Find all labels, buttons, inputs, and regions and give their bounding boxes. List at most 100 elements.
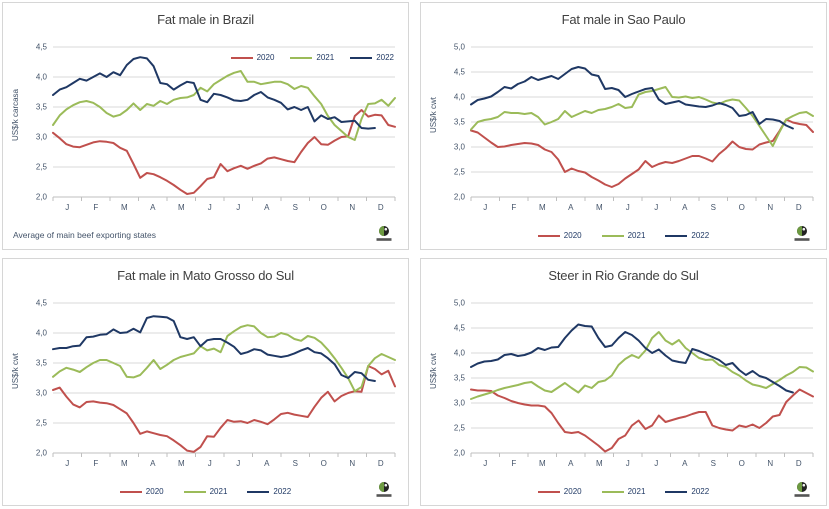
svg-text:J: J xyxy=(626,459,630,468)
legend-item-2022: 2022 xyxy=(247,487,291,496)
org-logo-icon xyxy=(793,481,811,498)
legend: 2020 2021 2022 xyxy=(421,487,826,496)
svg-text:3,0: 3,0 xyxy=(36,133,48,142)
svg-text:A: A xyxy=(150,459,156,468)
legend-line-2022 xyxy=(665,490,688,493)
chart-panel-steer-rio-grande: 2,0 2,5 3,0 3,5 4,0 4,5 5,0 J F M A M J J A S O N D Steer … xyxy=(420,258,827,506)
chart-panel-fat-male-mato-grosso: 2,0 2,5 3,0 3,5 4,0 4,5 J F M A M J J A S O N D Fat male … xyxy=(2,258,409,506)
svg-text:N: N xyxy=(767,459,773,468)
svg-text:S: S xyxy=(293,459,298,468)
svg-text:4,0: 4,0 xyxy=(454,93,466,102)
svg-text:J: J xyxy=(483,459,487,468)
svg-text:O: O xyxy=(739,203,745,212)
svg-text:M: M xyxy=(596,459,603,468)
svg-text:4,0: 4,0 xyxy=(36,329,48,338)
legend-item-2022: 2022 xyxy=(350,53,394,62)
svg-text:4,0: 4,0 xyxy=(454,349,466,358)
svg-text:3,5: 3,5 xyxy=(36,359,48,368)
org-logo-icon xyxy=(375,225,393,242)
legend-label: 2021 xyxy=(627,487,646,496)
svg-text:A: A xyxy=(568,203,574,212)
legend-line-2020 xyxy=(537,234,560,237)
legend-line-2022 xyxy=(350,56,373,59)
y-axis-title: US$/k cwt xyxy=(429,353,438,390)
svg-text:N: N xyxy=(349,203,355,212)
legend-label: 2021 xyxy=(209,487,228,496)
legend-line-2020 xyxy=(230,56,253,59)
svg-text:J: J xyxy=(483,203,487,212)
legend-label: 2021 xyxy=(627,231,646,240)
svg-text:J: J xyxy=(208,459,212,468)
svg-text:N: N xyxy=(767,203,773,212)
legend-line-2021 xyxy=(290,56,313,59)
svg-text:2,5: 2,5 xyxy=(454,424,466,433)
legend-item-2022: 2022 xyxy=(665,487,709,496)
svg-text:O: O xyxy=(321,203,327,212)
legend-label: 2020 xyxy=(563,487,582,496)
legend-item-2021: 2021 xyxy=(183,487,228,496)
svg-text:4,5: 4,5 xyxy=(36,299,48,308)
svg-text:3,0: 3,0 xyxy=(36,389,48,398)
svg-text:O: O xyxy=(739,459,745,468)
svg-text:J: J xyxy=(65,459,69,468)
svg-text:M: M xyxy=(121,459,128,468)
svg-text:D: D xyxy=(796,459,802,468)
legend-line-2021 xyxy=(183,490,206,493)
chart-panel-fat-male-brazil: 2,0 2,5 3,0 3,5 4,0 4,5 J F M A M J J A S O N D Fat male … xyxy=(2,2,409,250)
legend-line-2021 xyxy=(601,490,624,493)
svg-text:J: J xyxy=(236,459,240,468)
svg-text:S: S xyxy=(711,459,716,468)
svg-text:4,0: 4,0 xyxy=(36,73,48,82)
svg-text:D: D xyxy=(796,203,802,212)
svg-text:F: F xyxy=(511,459,516,468)
line-plot-rio-grande: 2,0 2,5 3,0 3,5 4,0 4,5 5,0 J F M A M J J A S O N D xyxy=(454,299,814,468)
svg-text:3,5: 3,5 xyxy=(454,118,466,127)
svg-text:M: M xyxy=(539,203,546,212)
svg-text:A: A xyxy=(264,203,270,212)
y-axis-title: US$/k cwt xyxy=(11,353,20,390)
svg-text:3,0: 3,0 xyxy=(454,143,466,152)
legend-line-2020 xyxy=(537,490,560,493)
chart-footnote: Average of main beef exporting states xyxy=(13,230,157,240)
chart-title: Fat male in Sao Paulo xyxy=(561,12,686,27)
svg-text:2,0: 2,0 xyxy=(36,193,48,202)
svg-text:M: M xyxy=(178,203,185,212)
svg-text:2,0: 2,0 xyxy=(454,193,466,202)
chart-title: Fat male in Mato Grosso do Sul xyxy=(117,268,294,283)
svg-text:J: J xyxy=(208,203,212,212)
svg-text:O: O xyxy=(321,459,327,468)
y-axis-title: US$/k carcasa xyxy=(11,88,20,142)
svg-text:S: S xyxy=(293,203,298,212)
legend-item-2020: 2020 xyxy=(537,487,582,496)
svg-text:F: F xyxy=(93,203,98,212)
svg-text:N: N xyxy=(349,459,355,468)
svg-text:M: M xyxy=(121,203,128,212)
svg-text:A: A xyxy=(264,459,270,468)
svg-text:2,5: 2,5 xyxy=(454,168,466,177)
svg-text:S: S xyxy=(711,203,716,212)
svg-text:A: A xyxy=(150,203,156,212)
svg-text:D: D xyxy=(378,459,384,468)
chart-title: Fat male in Brazil xyxy=(157,12,254,27)
svg-text:A: A xyxy=(568,459,574,468)
svg-text:5,0: 5,0 xyxy=(454,43,466,52)
org-logo-icon xyxy=(793,225,811,242)
chart-panel-fat-male-sao-paulo: 2,0 2,5 3,0 3,5 4,0 4,5 5,0 J F M A M J J A S O N D Fat ma… xyxy=(420,2,827,250)
svg-text:A: A xyxy=(682,459,688,468)
legend-line-2022 xyxy=(247,490,270,493)
legend-item-2021: 2021 xyxy=(290,53,334,62)
legend: 2020 2021 2022 xyxy=(3,487,408,496)
legend-label: 2022 xyxy=(376,53,394,62)
y-axis-title: US$/k cwt xyxy=(429,97,438,134)
svg-text:5,0: 5,0 xyxy=(454,299,466,308)
svg-text:F: F xyxy=(93,459,98,468)
line-plot-mato-grosso: 2,0 2,5 3,0 3,5 4,0 4,5 J F M A M J J A S O N D xyxy=(36,299,396,468)
svg-text:3,5: 3,5 xyxy=(454,374,466,383)
legend: 2020 2021 2022 xyxy=(421,231,826,240)
line-plot-sao-paulo: 2,0 2,5 3,0 3,5 4,0 4,5 5,0 J F M A M J J A S O N D xyxy=(454,43,814,212)
org-logo-icon xyxy=(375,481,393,498)
svg-text:2,5: 2,5 xyxy=(36,419,48,428)
svg-text:4,5: 4,5 xyxy=(454,68,466,77)
legend-label: 2022 xyxy=(273,487,292,496)
svg-text:4,5: 4,5 xyxy=(454,324,466,333)
